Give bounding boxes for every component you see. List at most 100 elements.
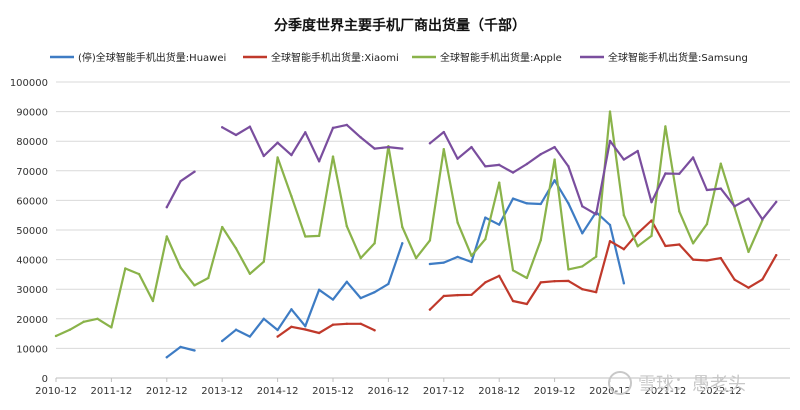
data-point (207, 276, 210, 280)
data-point (691, 156, 695, 159)
data-point (747, 197, 750, 200)
data-point (470, 260, 473, 264)
data-point (428, 262, 432, 266)
series-1 (276, 219, 778, 338)
data-point (165, 206, 168, 209)
legend: (停)全球智能手机出货量:Huawei 全球智能手机出货量:Xiaomi 全球智能手… (50, 51, 748, 64)
data-point (581, 288, 584, 291)
data-point (705, 222, 709, 226)
data-point (234, 133, 238, 137)
series-line (165, 179, 625, 359)
data-point (525, 276, 529, 280)
data-point (525, 202, 529, 205)
data-point (608, 110, 612, 113)
data-point (733, 205, 736, 208)
data-point (373, 147, 376, 150)
legend-item: 全球智能手机出货量:Samsung (580, 51, 748, 64)
x-tick-label: 2011-12 (91, 386, 133, 397)
y-tick-label: 10000 (16, 344, 48, 355)
x-tick-label: 2015-12 (312, 386, 354, 397)
data-point (54, 334, 58, 338)
watermark: 雪球：愚老头 (608, 371, 746, 395)
data-point (608, 139, 612, 143)
data-point (691, 242, 695, 245)
legend-item: 全球智能手机出货量:Xiaomi (243, 51, 399, 64)
data-point (373, 329, 376, 332)
plot-area (54, 110, 778, 359)
data-point (484, 165, 487, 168)
data-point (719, 162, 722, 165)
data-point (539, 238, 542, 242)
data-point (387, 145, 390, 149)
y-tick-label: 90000 (16, 108, 48, 119)
data-point (456, 157, 459, 160)
data-point (262, 317, 265, 320)
y-tick-label: 70000 (16, 167, 48, 178)
watermark-text: 雪球：愚老头 (638, 374, 746, 395)
data-point (705, 259, 709, 262)
data-point (622, 248, 626, 251)
series-line (276, 219, 778, 338)
data-point (567, 279, 570, 283)
data-point (594, 290, 598, 294)
data-point (151, 299, 155, 303)
data-point (193, 349, 196, 352)
data-point (484, 237, 487, 241)
data-point (498, 163, 501, 167)
data-point (304, 131, 307, 134)
data-point (248, 335, 252, 338)
data-point (553, 179, 556, 182)
data-point (719, 187, 722, 190)
data-point (539, 153, 542, 156)
data-point (608, 240, 612, 243)
data-point (276, 335, 279, 338)
data-point (525, 302, 529, 306)
data-point (691, 258, 695, 261)
data-point (553, 145, 556, 149)
data-point (345, 123, 349, 127)
data-point (456, 293, 459, 297)
series-line (165, 123, 778, 221)
data-point (290, 195, 293, 198)
data-point (137, 272, 141, 276)
data-point (124, 267, 127, 270)
data-point (636, 245, 639, 248)
data-point (110, 326, 113, 329)
data-point (373, 290, 376, 294)
data-point (317, 331, 321, 335)
data-point (650, 234, 653, 238)
data-point (96, 317, 99, 320)
data-point (179, 266, 182, 269)
data-point (664, 172, 667, 175)
x-axis: 2010-12 2011-12 2012-12 2013-12 2014-12 2015-… (35, 377, 790, 397)
chart-title: 分季度世界主要手机厂商出货量（千部） (274, 17, 526, 34)
data-point (470, 145, 473, 149)
data-point (511, 299, 515, 303)
data-point (594, 213, 598, 216)
x-tick-label: 2018-12 (478, 386, 520, 397)
data-point (68, 328, 72, 331)
data-point (331, 155, 335, 158)
data-point (179, 345, 182, 349)
data-point (553, 280, 556, 283)
x-tick-label: 2022-12 (700, 386, 742, 397)
data-point (317, 160, 321, 163)
data-point (428, 308, 432, 311)
data-point (594, 255, 598, 258)
data-point (304, 235, 307, 238)
data-point (511, 269, 515, 272)
data-point (664, 244, 667, 248)
data-point (401, 242, 404, 245)
data-point (719, 256, 722, 260)
data-point (678, 210, 681, 213)
x-tick-label: 2012-12 (146, 386, 188, 397)
x-tick-label: 2020-12 (589, 386, 631, 397)
data-point (234, 328, 238, 331)
data-point (650, 219, 653, 222)
data-point (276, 328, 279, 332)
x-tick-label: 2017-12 (423, 386, 465, 397)
data-point (234, 247, 238, 250)
data-point (317, 288, 321, 291)
data-point (331, 298, 335, 301)
